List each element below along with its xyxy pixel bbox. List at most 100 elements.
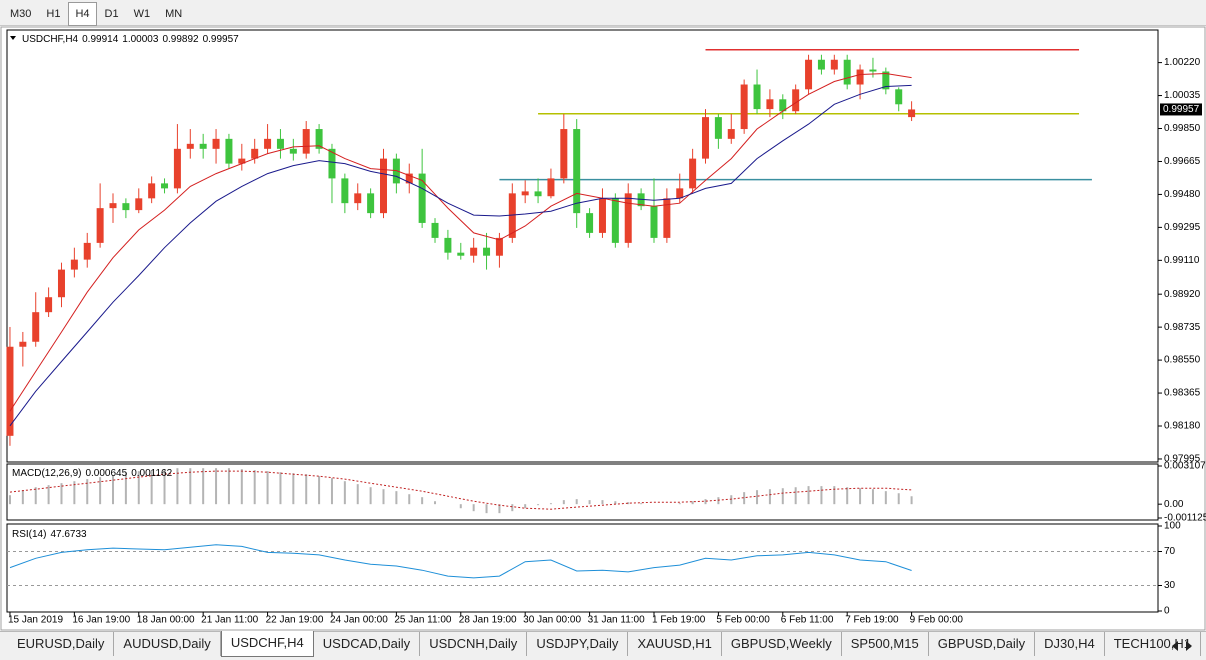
candle-body <box>727 129 735 139</box>
x-tick-label: 15 Jan 2019 <box>8 615 63 626</box>
y-tick-label: 0.003107 <box>1164 461 1206 472</box>
timeframe-button[interactable]: MN <box>165 8 183 20</box>
y-tick-label: 1.00220 <box>1164 57 1201 68</box>
quote-value: 1.00003 <box>122 34 159 45</box>
candle-body <box>495 237 503 256</box>
indicator-value: 0.001162 <box>131 468 172 479</box>
macd-bar <box>112 475 115 505</box>
candle-body <box>908 109 916 118</box>
candle-body <box>418 173 426 223</box>
candle-body <box>560 129 568 179</box>
macd-bar <box>549 503 552 505</box>
candle-body <box>122 203 130 211</box>
macd-bar <box>717 497 720 505</box>
timeframe-button[interactable]: M30 <box>10 8 32 20</box>
candle-body <box>328 148 336 179</box>
macd-bar <box>756 490 759 505</box>
chart-tab[interactable]: USDCAD,Daily <box>314 632 421 656</box>
macd-bar <box>537 504 540 506</box>
candle-body <box>830 59 838 70</box>
candle-body <box>586 213 594 233</box>
macd-bar <box>794 487 797 505</box>
y-tick-label: 0.99480 <box>1164 189 1201 200</box>
macd-bar <box>421 497 424 505</box>
macd-bar <box>227 468 230 505</box>
x-tick-label: 7 Feb 19:00 <box>845 615 899 626</box>
macd-bar <box>459 504 462 509</box>
y-tick-label: 30 <box>1164 580 1176 591</box>
tab-right-arrow[interactable] <box>1186 641 1192 651</box>
chart-header: USDCHF,H4 0.99914 1.00003 0.99892 0.99957 <box>22 34 239 45</box>
candle-body <box>573 129 581 214</box>
x-tick-label: 9 Feb 00:00 <box>910 615 964 626</box>
macd-bar <box>871 489 874 505</box>
candle-body <box>792 89 800 112</box>
candle-body <box>766 99 774 110</box>
x-tick-label: 31 Jan 11:00 <box>588 615 646 626</box>
tab-left-arrow[interactable] <box>1172 641 1178 651</box>
macd-bar <box>395 491 398 505</box>
macd-bar <box>150 470 153 505</box>
candle-body <box>714 117 722 139</box>
timeframe-button[interactable]: H4 <box>68 2 97 26</box>
chart-tab[interactable]: TECH100,H1 <box>1105 632 1202 656</box>
x-tick-label: 28 Jan 19:00 <box>459 615 517 626</box>
chart-tab[interactable]: USDCHF,H4 <box>220 631 314 657</box>
timeframe-button[interactable]: W1 <box>133 8 151 20</box>
rsi-panel <box>6 523 1159 613</box>
macd-bar <box>356 484 359 505</box>
chart-window: 1.00220 1.00035 0.99850 0.99665 0.99480 0.992… <box>0 26 1206 631</box>
candle-body <box>367 193 375 214</box>
y-tick-label: 70 <box>1164 546 1176 557</box>
chart-tab[interactable]: SP500,M15 <box>842 632 929 656</box>
macd-bar <box>897 493 900 505</box>
quote-value: 0.99914 <box>82 34 119 45</box>
chart-tab[interactable]: USDCNH,Daily <box>420 632 528 656</box>
macd-bar <box>369 487 372 505</box>
collapse-icon[interactable] <box>10 36 16 40</box>
chart-tab[interactable]: XAUUSD,H1 <box>628 632 722 656</box>
y-tick-label: 0.00 <box>1164 499 1184 510</box>
y-tick-label: 0.99665 <box>1164 156 1201 167</box>
chart-tab[interactable]: AUDUSD,Daily <box>114 632 221 656</box>
macd-bar <box>859 488 862 505</box>
quote-value: 0.99892 <box>162 34 199 45</box>
candle-body <box>173 148 181 189</box>
chart-tab[interactable]: DJ30,H4 <box>1035 632 1105 656</box>
quote-value: 0.99957 <box>203 34 240 45</box>
candle-body <box>817 59 825 70</box>
macd-bar <box>743 492 746 505</box>
timeframe-button[interactable]: D1 <box>104 8 119 20</box>
candle-body <box>431 222 439 238</box>
chart-tab[interactable]: GBPUSD,Weekly <box>722 632 842 656</box>
macd-bar <box>485 504 488 514</box>
macd-bar <box>524 504 527 509</box>
candle-body <box>483 247 491 256</box>
x-tick-label: 22 Jan 19:00 <box>266 615 324 626</box>
candle-body <box>444 237 452 253</box>
macd-bar <box>202 468 205 505</box>
macd-bar <box>279 472 282 505</box>
macd-bar <box>176 468 179 505</box>
candle-body <box>882 71 890 90</box>
candle-body <box>521 191 529 196</box>
macd-bar <box>408 494 411 505</box>
macd-bar <box>562 500 565 505</box>
macd-bar <box>86 479 89 505</box>
x-tick-label: 18 Jan 00:00 <box>137 615 195 626</box>
macd-bar <box>305 474 308 505</box>
x-tick-label: 21 Jan 11:00 <box>201 615 259 626</box>
macd-bar <box>163 469 166 505</box>
chart-tab[interactable]: GBPUSD,Daily <box>929 632 1036 656</box>
chart-tab[interactable]: EURUSD,Daily <box>8 632 115 656</box>
symbol: USDCHF,H4 <box>22 34 79 45</box>
candle-body <box>264 138 272 149</box>
candle-body <box>508 193 516 238</box>
timeframe-button[interactable]: H1 <box>46 8 61 20</box>
main-panel <box>6 29 1159 463</box>
macd-bar <box>846 487 849 505</box>
chart-tab[interactable]: USDJPY,Daily <box>527 632 629 656</box>
y-tick-label: 0.99110 <box>1164 255 1200 266</box>
candle-body <box>470 247 478 256</box>
